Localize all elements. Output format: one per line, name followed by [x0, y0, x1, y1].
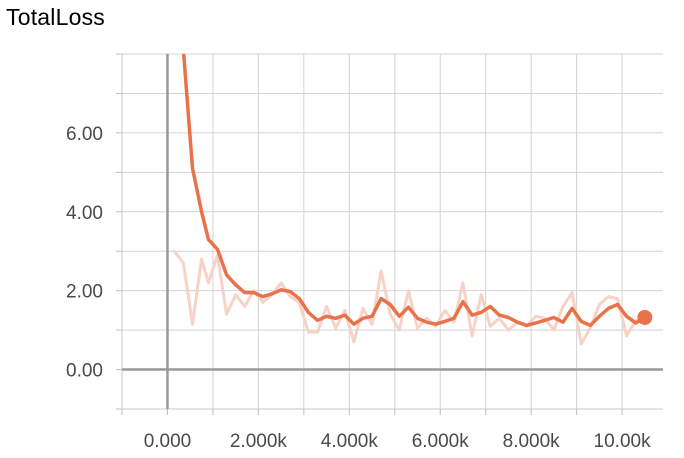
y-tick-label: 2.00: [66, 282, 103, 303]
x-tick-label: 6.000k: [412, 431, 470, 452]
x-tick-label: 8.000k: [503, 431, 561, 452]
x-tick-label: 4.000k: [321, 431, 379, 452]
y-tick-label: 0.00: [66, 361, 103, 382]
y-tick-label: 6.00: [66, 124, 103, 145]
x-tick-label: 10.00k: [594, 431, 652, 452]
x-tick-label: 2.000k: [230, 431, 288, 452]
y-tick-label: 4.00: [66, 203, 103, 224]
x-tick-label: 0.000: [144, 431, 192, 452]
smoothed-loss-line: [181, 54, 647, 328]
chart-title: TotalLoss: [6, 4, 105, 30]
last-point-marker: [637, 309, 653, 325]
